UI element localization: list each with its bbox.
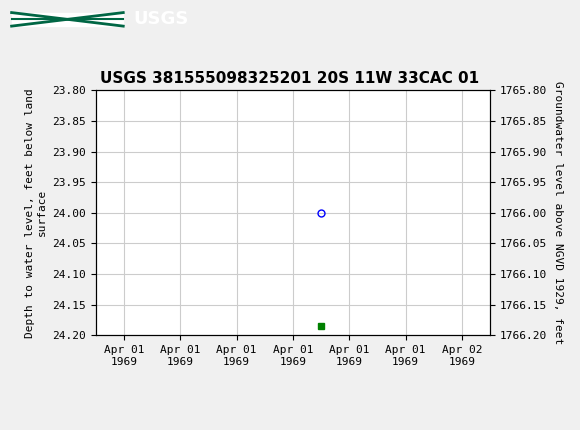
Y-axis label: Depth to water level, feet below land
surface: Depth to water level, feet below land su… — [25, 88, 46, 338]
Bar — [12, 12, 123, 26]
Text: USGS 381555098325201 20S 11W 33CAC 01: USGS 381555098325201 20S 11W 33CAC 01 — [100, 71, 480, 86]
Y-axis label: Groundwater level above NGVD 1929, feet: Groundwater level above NGVD 1929, feet — [553, 81, 563, 344]
Text: USGS: USGS — [133, 10, 188, 28]
